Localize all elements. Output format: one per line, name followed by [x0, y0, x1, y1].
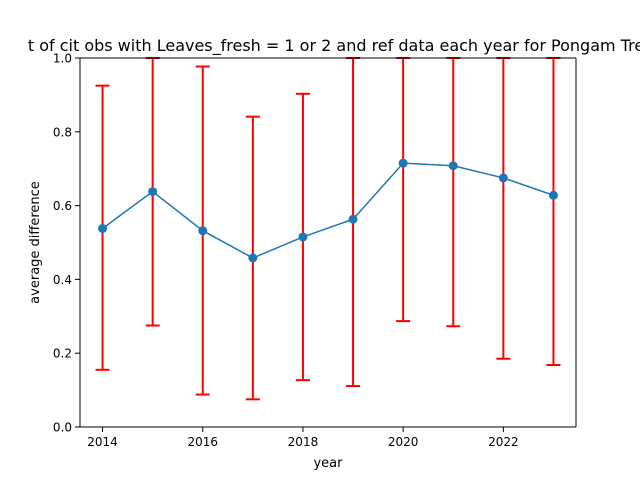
data-point	[198, 226, 208, 236]
x-tick-label: 2016	[187, 435, 218, 449]
y-tick-label: 0.2	[53, 347, 72, 361]
data-point	[298, 232, 308, 242]
y-tick-label: 1.0	[53, 52, 72, 66]
y-axis-label: average difference	[28, 181, 43, 304]
data-point	[348, 214, 358, 224]
data-point	[398, 158, 408, 168]
x-tick-label: 2018	[288, 435, 319, 449]
x-tick-label: 2014	[87, 435, 118, 449]
x-tick-label: 2022	[488, 435, 519, 449]
data-markers	[98, 158, 558, 263]
data-point	[248, 253, 258, 263]
y-tick-label: 0.0	[53, 421, 72, 435]
data-point	[148, 187, 158, 197]
axes-frame	[79, 57, 577, 428]
data-point	[98, 223, 108, 233]
y-axis-ticks: 0.0 0.2 0.4 0.6 0.8 1.0	[53, 52, 80, 435]
y-tick-label: 0.4	[53, 273, 72, 287]
data-point	[498, 173, 508, 183]
y-tick-label: 0.6	[53, 199, 72, 213]
x-tick-label: 2020	[388, 435, 419, 449]
data-line	[102, 162, 554, 259]
x-axis-label: year	[313, 456, 343, 471]
y-tick-label: 0.8	[53, 125, 72, 139]
data-point	[548, 190, 558, 200]
x-axis-ticks: 2014 2016 2018 2020 2022	[87, 427, 519, 449]
data-line-layer	[102, 162, 554, 259]
data-point	[448, 161, 458, 171]
chart-title: t of cit obs with Leaves_fresh = 1 or 2 …	[28, 36, 640, 56]
